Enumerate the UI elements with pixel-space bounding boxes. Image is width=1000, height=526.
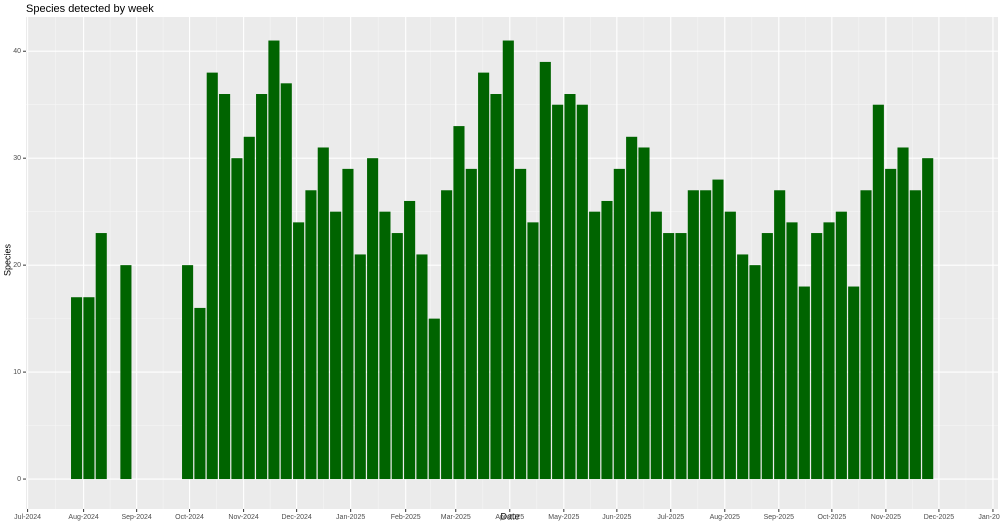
bar (638, 147, 650, 480)
x-tick-label: Oct-2025 (817, 514, 846, 521)
bar (293, 222, 305, 480)
bar (737, 254, 749, 480)
bar (724, 211, 736, 480)
bar (552, 104, 564, 480)
bar (219, 94, 231, 480)
bar (453, 126, 465, 480)
bar (367, 158, 379, 480)
bar (613, 168, 625, 480)
bar (872, 104, 884, 480)
x-tick-label: Jan-2025 (336, 514, 365, 521)
bar (922, 158, 934, 480)
bar (885, 168, 897, 480)
x-tick-label: Nov-2025 (871, 514, 901, 521)
x-tick-label: Jan-2026 (978, 514, 1000, 521)
bar (909, 190, 921, 480)
y-tick-label: 30 (13, 155, 21, 162)
bar (786, 222, 798, 480)
bar (663, 233, 675, 480)
bar (811, 233, 823, 480)
bar (280, 83, 292, 480)
bar (502, 40, 514, 480)
bar (305, 190, 317, 480)
x-tick-label: Oct-2024 (175, 514, 204, 521)
bar (404, 200, 416, 480)
bar (626, 136, 638, 480)
x-tick-label: Nov-2024 (228, 514, 258, 521)
bar (774, 190, 786, 480)
y-tick-label: 10 (13, 369, 21, 376)
x-tick-label: Sep-2024 (121, 514, 151, 521)
x-tick-label: Aug-2024 (68, 514, 98, 521)
bar (589, 211, 601, 480)
bar (897, 147, 909, 480)
bar (194, 307, 206, 480)
bar (823, 222, 835, 480)
bar (83, 297, 95, 480)
x-tick-label: Aug-2025 (710, 514, 740, 521)
x-tick-label: May-2025 (548, 514, 579, 521)
y-tick-label: 0 (17, 476, 21, 483)
bar (798, 286, 810, 480)
x-tick-label: Jun-2025 (602, 514, 631, 521)
bar (527, 222, 539, 480)
bar (712, 179, 724, 480)
bar (650, 211, 662, 480)
bar (342, 168, 354, 480)
bar (428, 318, 440, 480)
bar (478, 72, 490, 480)
x-tick-label: Dec-2025 (924, 514, 954, 521)
bar (330, 211, 342, 480)
bar (576, 104, 588, 480)
y-tick-label: 20 (13, 262, 21, 269)
bar (95, 233, 107, 480)
bar (120, 265, 132, 480)
bar (256, 94, 268, 480)
bar (317, 147, 329, 480)
x-tick-label: Dec-2024 (281, 514, 311, 521)
bar (848, 286, 860, 480)
bar (441, 190, 453, 480)
bar (700, 190, 712, 480)
x-axis-label: Date (500, 511, 519, 521)
bar (675, 233, 687, 480)
bar (243, 136, 255, 480)
bar (231, 158, 243, 480)
chart-title: Species detected by week (26, 3, 154, 15)
bar (835, 211, 847, 480)
bar (860, 190, 872, 480)
bar (749, 265, 761, 480)
bar (761, 233, 773, 480)
x-tick-label: Sep-2025 (764, 514, 794, 521)
y-axis-label: Species (2, 243, 12, 276)
bar (601, 200, 613, 480)
bar (206, 72, 218, 480)
bar (71, 297, 83, 480)
bar (354, 254, 366, 480)
x-tick-label: Jul-2024 (14, 514, 41, 521)
bar (182, 265, 194, 480)
bar (268, 40, 280, 480)
bar (379, 211, 391, 480)
x-tick-label: Apr-2025 (495, 514, 524, 521)
bar (465, 168, 477, 480)
x-tick-label: Feb-2025 (391, 514, 421, 521)
bar (539, 61, 551, 480)
bar (391, 233, 403, 480)
bar (564, 94, 576, 480)
x-tick-label: Mar-2025 (441, 514, 471, 521)
bar (416, 254, 428, 480)
bar (687, 190, 699, 480)
x-tick-label: Jul-2025 (657, 514, 684, 521)
bar (515, 168, 527, 480)
bar (490, 94, 502, 480)
y-tick-label: 40 (13, 48, 21, 55)
